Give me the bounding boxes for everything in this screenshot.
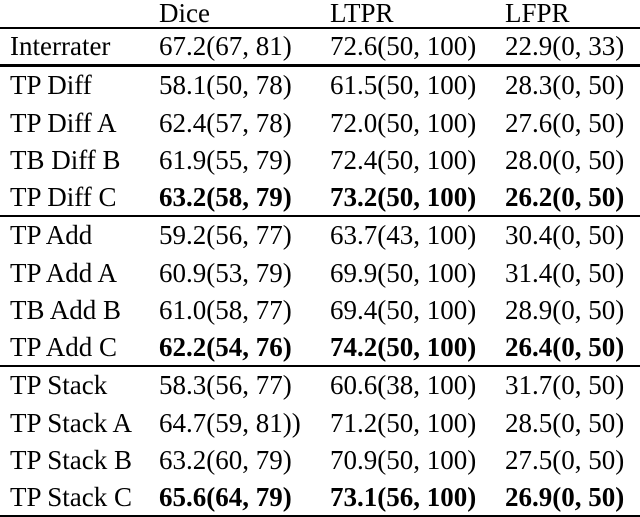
ltpr-value-cell: 60.6(38, 100) <box>330 370 477 401</box>
ltpr-value-cell: 70.9(50, 100) <box>330 445 477 476</box>
table-row: TP Stack B 63.2(60, 79) 70.9(50, 100) 27.5(… <box>0 442 640 480</box>
header-dice: Dice <box>159 0 210 28</box>
header-lfpr: LFPR <box>505 0 570 28</box>
row-label-cell: TP Stack <box>10 370 108 401</box>
table-row: Interrater 67.2(67, 81) 72.6(50, 100) 22.9(… <box>0 29 640 67</box>
lfpr-value-cell: 28.5(0, 50) <box>505 407 625 438</box>
dice-value-cell: 59.2(56, 77) <box>159 220 292 251</box>
ltpr-value-cell: 72.0(50, 100) <box>330 107 477 138</box>
row-label-cell: TP Stack B <box>10 445 133 476</box>
lfpr-value-cell: 27.6(0, 50) <box>505 107 625 138</box>
dice-value-cell: 63.2(60, 79) <box>159 445 292 476</box>
lfpr-value-cell: 27.5(0, 50) <box>505 445 625 476</box>
ltpr-value-cell: 73.1(56, 100) <box>330 481 477 512</box>
row-label-cell: TP Add A <box>10 257 118 288</box>
dice-value-cell: 58.3(56, 77) <box>159 370 292 401</box>
ltpr-value-cell: 71.2(50, 100) <box>330 407 477 438</box>
dice-value-cell: 67.2(67, 81) <box>159 31 292 61</box>
dice-value-cell: 60.9(53, 79) <box>159 257 292 288</box>
row-label-cell: TP Diff A <box>10 107 117 138</box>
table-row: TP Stack A 64.7(59, 81)) 71.2(50, 100) 28.5… <box>0 405 640 443</box>
ltpr-value-cell: 63.7(43, 100) <box>330 220 477 251</box>
lfpr-value-cell: 31.4(0, 50) <box>505 257 625 288</box>
dice-value-cell: 62.4(57, 78) <box>159 107 292 138</box>
row-label-cell: TB Add B <box>10 295 122 326</box>
lfpr-value-cell: 28.0(0, 50) <box>505 145 625 176</box>
table-row: TP Diff 58.1(50, 78) 61.5(50, 100) 28.3(0, … <box>0 67 640 105</box>
table-row: TP Stack C 65.6(64, 79) 73.1(56, 100) 26.9(… <box>0 480 640 517</box>
row-label-cell: TP Add <box>10 220 93 251</box>
table-row: TP Add A 60.9(53, 79) 69.9(50, 100) 31.4(0,… <box>0 255 640 293</box>
lfpr-value-cell: 26.2(0, 50) <box>505 181 625 212</box>
lfpr-value-cell: 28.9(0, 50) <box>505 295 625 326</box>
dice-value-cell: 61.0(58, 77) <box>159 295 292 326</box>
table-header-row: Dice LTPR LFPR <box>0 0 640 29</box>
table-row: TP Add C 62.2(54, 76) 74.2(50, 100) 26.4(0,… <box>0 330 640 367</box>
row-label-cell: TP Add C <box>10 331 118 362</box>
lfpr-value-cell: 31.7(0, 50) <box>505 370 625 401</box>
dice-value-cell: 61.9(55, 79) <box>159 145 292 176</box>
table-row: TP Diff C 63.2(58, 79) 73.2(50, 100) 26.2(0… <box>0 180 640 217</box>
row-label-cell: TP Diff C <box>10 181 117 212</box>
table-row: TB Diff B 61.9(55, 79) 72.4(50, 100) 28.0(0… <box>0 142 640 180</box>
row-label-cell: TP Stack A <box>10 407 133 438</box>
dice-value-cell: 65.6(64, 79) <box>159 481 292 512</box>
ltpr-value-cell: 61.5(50, 100) <box>330 70 477 101</box>
row-label-cell: Interrater <box>10 31 111 61</box>
table-row: TP Stack 58.3(56, 77) 60.6(38, 100) 31.7(0,… <box>0 367 640 405</box>
ltpr-value-cell: 69.9(50, 100) <box>330 257 477 288</box>
row-label-cell: TP Diff <box>10 70 92 101</box>
table-row: TP Add 59.2(56, 77) 63.7(43, 100) 30.4(0, 5… <box>0 217 640 255</box>
lfpr-value-cell: 22.9(0, 33) <box>505 31 625 61</box>
ltpr-value-cell: 72.6(50, 100) <box>330 31 477 61</box>
table-body: Interrater 67.2(67, 81) 72.6(50, 100) 22.9(… <box>0 29 640 517</box>
ltpr-value-cell: 74.2(50, 100) <box>330 331 477 362</box>
row-label-cell: TB Diff B <box>10 145 121 176</box>
row-label-cell: TP Stack C <box>10 481 133 512</box>
lfpr-value-cell: 26.9(0, 50) <box>505 481 625 512</box>
ltpr-value-cell: 72.4(50, 100) <box>330 145 477 176</box>
dice-value-cell: 64.7(59, 81)) <box>159 407 301 438</box>
lfpr-value-cell: 28.3(0, 50) <box>505 70 625 101</box>
ltpr-value-cell: 69.4(50, 100) <box>330 295 477 326</box>
ltpr-value-cell: 73.2(50, 100) <box>330 181 477 212</box>
lfpr-value-cell: 30.4(0, 50) <box>505 220 625 251</box>
dice-value-cell: 62.2(54, 76) <box>159 331 292 362</box>
dice-value-cell: 58.1(50, 78) <box>159 70 292 101</box>
table-row: TB Add B 61.0(58, 77) 69.4(50, 100) 28.9(0,… <box>0 292 640 330</box>
table-row: TP Diff A 62.4(57, 78) 72.0(50, 100) 27.6(0… <box>0 105 640 143</box>
lfpr-value-cell: 26.4(0, 50) <box>505 331 625 362</box>
dice-value-cell: 63.2(58, 79) <box>159 181 292 212</box>
header-ltpr: LTPR <box>330 0 394 28</box>
